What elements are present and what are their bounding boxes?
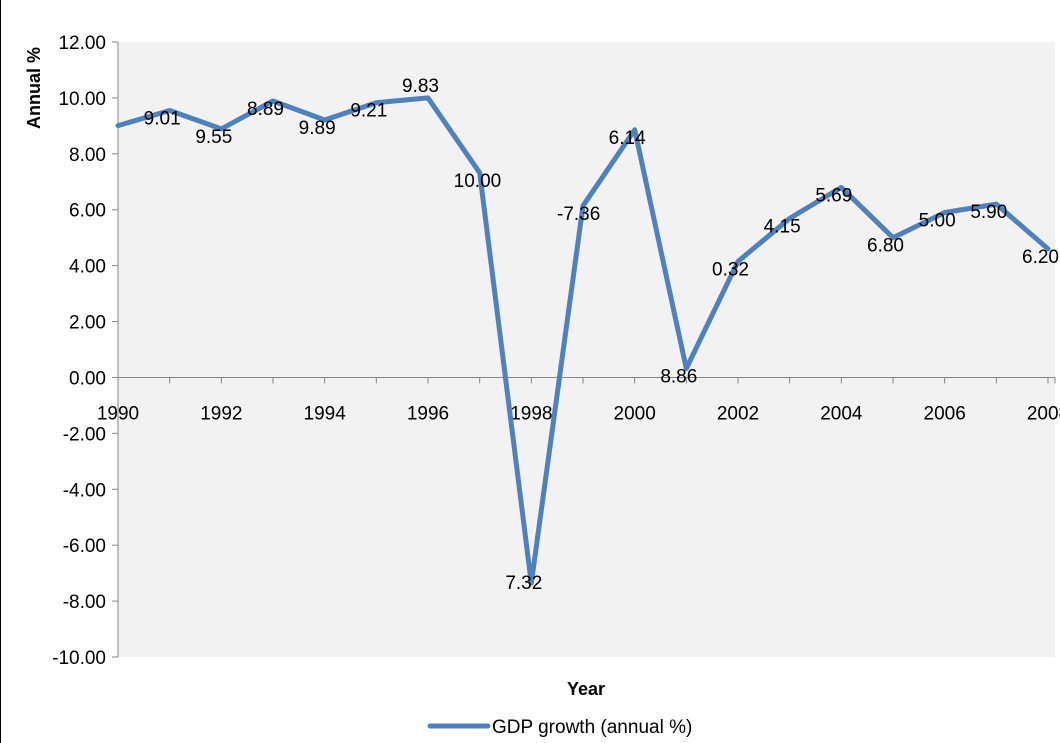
x-tick-label: 1998 (510, 403, 552, 424)
data-label: 0.32 (712, 259, 749, 280)
x-tick-label: 2006 (924, 403, 966, 424)
y-tick-label: 8.00 (69, 145, 106, 166)
y-tick-label: -6.00 (63, 536, 106, 557)
x-tick-label: 1990 (97, 403, 139, 424)
data-labels: 9.01 9.55 8.89 9.89 9.21 9.83 10.00 7.32 -7.36 6.… (0, 0, 1059, 594)
data-label: 10.00 (454, 171, 502, 192)
data-label: 9.21 (350, 101, 387, 122)
y-tick-label: 4.00 (69, 257, 106, 278)
y-tick-label: 12.00 (58, 33, 106, 54)
data-label: -7.36 (557, 204, 600, 225)
x-tick-label: 2000 (614, 403, 656, 424)
data-label: 5.90 (970, 202, 1007, 223)
data-label: 4.15 (764, 216, 801, 237)
y-tick-label: 0.00 (69, 368, 106, 389)
data-label: 7.32 (505, 573, 542, 594)
x-axis-ticks: 1990 1992 1994 1996 1998 2000 2002 2004 2006 2008 (97, 377, 1060, 424)
y-tick-label: 2.00 (69, 313, 106, 334)
legend: GDP growth (annual %) (427, 717, 692, 738)
data-label: 6.20 (1022, 247, 1059, 268)
x-tick-label: 2002 (717, 403, 759, 424)
y-tick-label: -4.00 (63, 480, 106, 501)
x-axis-title: Year (567, 679, 605, 699)
data-label: 8.86 (660, 367, 697, 388)
x-tick-label: 2008 (1027, 403, 1060, 424)
plot-area (118, 42, 1055, 657)
y-tick-label: -10.00 (52, 648, 106, 669)
data-label: 8.89 (247, 99, 284, 120)
data-label: 9.01 (144, 108, 181, 129)
y-axis-title: Annual % (24, 47, 44, 129)
y-tick-label: 6.00 (69, 201, 106, 222)
data-label: 4.60 (0, 0, 37, 5)
data-label: 6.14 (609, 128, 646, 149)
y-tick-label: -8.00 (63, 592, 106, 613)
data-label: 9.83 (402, 76, 439, 97)
series-line-gdp-growth (115, 95, 1051, 586)
x-tick-label: 1992 (200, 403, 242, 424)
data-label: 5.69 (815, 185, 852, 206)
data-label: 6.80 (867, 236, 904, 257)
series-group (115, 95, 1051, 586)
y-axis-ticks: 12.00 10.00 8.00 6.00 4.00 2.00 0.00 -2.00 -4.00… (52, 33, 118, 669)
x-tick-label: 1994 (304, 403, 347, 424)
data-label: 5.00 (919, 211, 956, 232)
x-tick-label: 2004 (820, 403, 863, 424)
data-label: 9.89 (299, 118, 336, 139)
legend-label: GDP growth (annual %) (492, 717, 692, 738)
y-tick-label: 10.00 (58, 89, 106, 110)
y-tick-label: -2.00 (63, 424, 106, 445)
x-tick-label: 1996 (407, 403, 449, 424)
data-label: 9.55 (195, 127, 232, 148)
